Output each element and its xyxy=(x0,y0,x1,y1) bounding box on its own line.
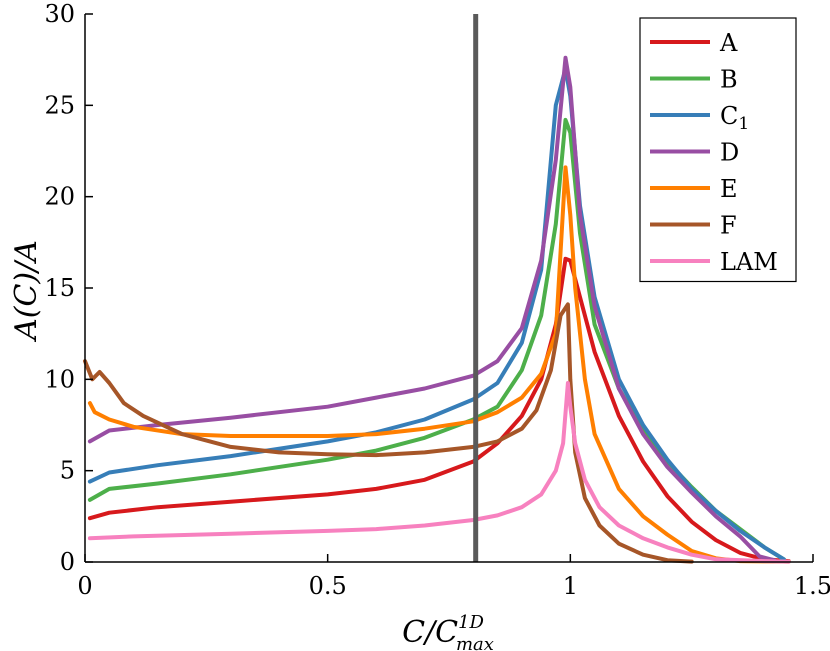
y-tick-label: 30 xyxy=(44,0,75,28)
x-axis-label: C/C1D max xyxy=(402,612,494,651)
series-layer xyxy=(83,55,791,564)
x-tick-label: 1.5 xyxy=(794,572,830,600)
y-tick-label: 0 xyxy=(60,548,75,576)
x-tick-label: 0.5 xyxy=(309,572,347,600)
legend-label: B xyxy=(720,66,738,94)
legend-label: LAM xyxy=(720,248,778,276)
legend-label: A xyxy=(719,29,738,57)
y-tick-label: 15 xyxy=(44,274,75,302)
legend-label: F xyxy=(720,212,737,240)
series-line-lam xyxy=(87,381,791,564)
x-tick-label: 0 xyxy=(77,572,92,600)
y-tick-label: 5 xyxy=(60,457,75,485)
series-line-d xyxy=(87,55,777,563)
legend-label: E xyxy=(720,175,738,203)
x-tick-label: 1 xyxy=(563,572,578,600)
series-line-a xyxy=(87,256,791,564)
y-tick-label: 10 xyxy=(44,365,75,393)
y-tick-label: 25 xyxy=(44,91,75,119)
series-line-c1 xyxy=(87,66,786,562)
y-axis-label: A(C)/A xyxy=(9,240,44,343)
series-line-f xyxy=(83,302,694,564)
y-tick-label: 20 xyxy=(44,183,75,211)
legend-label: D xyxy=(720,139,739,167)
axes-layer: 0 5 10 15 20 25 30 0 0.5 1 1.5 xyxy=(44,0,830,600)
